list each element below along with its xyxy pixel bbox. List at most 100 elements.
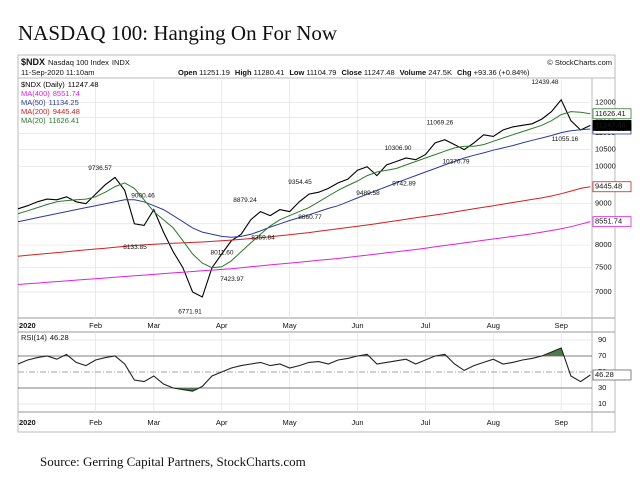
legend-name: MA(400) (21, 89, 50, 98)
price-annotation: 9489.58 (356, 190, 380, 197)
x-tick-label: 2020 (19, 321, 36, 330)
price-annotation: 9354.45 (288, 179, 312, 186)
stat-value: 11104.79 (306, 68, 336, 77)
price-annotation: 9000.46 (131, 192, 155, 199)
price-annotation: 11069.26 (427, 120, 454, 127)
legend-entry: $NDX (Daily) 11247.48 (21, 80, 99, 89)
price-annotation: 10306.90 (384, 145, 411, 152)
y-tick-label: 8000 (595, 240, 612, 249)
price-annotation: 6771.91 (178, 308, 202, 315)
x-tick-label: Sep (555, 321, 568, 330)
y-tick-label: 10000 (595, 162, 616, 171)
last-value-label: 46.28 (595, 370, 614, 379)
stat-value: 247.5K (428, 68, 452, 77)
stat-label: High (235, 68, 252, 77)
price-annotation: 8133.85 (123, 244, 147, 251)
x-tick-label: Apr (216, 321, 228, 330)
series-line (17, 221, 591, 285)
legend-entry: MA(400) 8551.74 (21, 89, 80, 98)
legend-value: 8551.74 (53, 89, 80, 98)
legend-entry: RSI(14) 46.28 (21, 333, 69, 342)
price-annotation: 8011.60 (210, 249, 233, 256)
x-tick-label: Feb (89, 418, 102, 427)
legend-name: MA(200) (21, 107, 50, 116)
price-annotation: 8879.24 (233, 197, 257, 204)
legend-name: MA(20) (21, 116, 46, 125)
y-tick-label: 9000 (595, 199, 612, 208)
y-tick-label: 70 (598, 351, 606, 360)
y-tick-label: 7000 (595, 287, 612, 296)
watermark: © StockCharts.com (547, 58, 612, 67)
legend-entry: MA(20) 11626.41 (21, 116, 79, 125)
legend-value: 46.28 (50, 333, 69, 342)
x-tick-label: Jul (421, 321, 431, 330)
y-tick-label: 90 (598, 335, 606, 344)
chart-frame (17, 54, 616, 433)
x-tick-label: Aug (487, 321, 500, 330)
stat-label: Open (178, 68, 198, 77)
y-tick-label: 12000 (595, 98, 616, 107)
price-annotation: 10370.79 (442, 159, 469, 166)
last-value-box (592, 216, 632, 228)
x-tick-label: Jun (351, 418, 363, 427)
series-line (17, 347, 591, 392)
legend-name: $NDX (Daily) (21, 80, 65, 89)
last-value-box (592, 181, 632, 193)
x-tick-label: Apr (216, 418, 228, 427)
legend-entry: MA(200) 9445.48 (21, 107, 80, 116)
last-value-label: 8551.74 (595, 217, 622, 226)
legend-value: 9445.48 (53, 107, 80, 116)
x-tick-label: Mar (147, 321, 160, 330)
x-tick-label: 2020 (19, 418, 36, 427)
x-tick-label: May (283, 418, 297, 427)
stat-value: 11247.48 (364, 68, 395, 77)
series-line (17, 98, 591, 298)
last-value-label: 11626.41 (595, 109, 626, 118)
stat-value: +93.36 (+0.84%) (474, 68, 530, 77)
y-tick-label: 7500 (595, 263, 612, 272)
stat-label: Close (341, 68, 361, 77)
price-annotation: 8860.77 (298, 214, 322, 221)
series-line (17, 186, 591, 257)
price-annotation: 12439.48 (531, 79, 558, 86)
legend-value: 11626.41 (49, 116, 80, 125)
series-line (17, 111, 591, 269)
legend-name: RSI(14) (21, 333, 47, 342)
legend-value: 11134.25 (49, 98, 79, 107)
x-tick-label: Jun (351, 321, 363, 330)
last-value-box (592, 369, 632, 381)
legend-value: 11247.48 (68, 80, 99, 89)
last-value-box (592, 108, 632, 120)
x-tick-label: Feb (89, 321, 102, 330)
price-annotation: 9736.57 (88, 165, 112, 172)
y-tick-label: 10500 (595, 145, 616, 154)
last-value-label: 11247.48 (595, 120, 626, 129)
price-annotation: 7423.97 (220, 276, 244, 283)
date: 11-Sep-2020 11:10am (21, 68, 95, 77)
x-tick-label: Mar (147, 418, 160, 427)
x-tick-label: May (283, 321, 297, 330)
x-tick-label: Sep (555, 418, 568, 427)
stat-label: Low (289, 68, 304, 77)
stat-label: Chg (457, 68, 472, 77)
symbol-header: $NDX Nasdaq 100 Index INDX (21, 57, 130, 67)
stat-value: 11251.19 (199, 68, 230, 77)
price-annotation: 8359.84 (251, 234, 275, 241)
chart-title: NASDAQ 100: Hanging On For Now (18, 21, 338, 45)
x-tick-label: Jul (421, 418, 431, 427)
y-tick-label: 10 (598, 399, 606, 408)
stats-line: Open 11251.19 High 11280.41 Low 11104.79 Close… (178, 68, 530, 77)
stat-value: 11280.41 (254, 68, 285, 77)
last-value-box (592, 120, 632, 131)
series-line (17, 128, 591, 238)
y-tick-label: 30 (598, 383, 606, 392)
legend-entry: MA(50) 11134.25 (21, 98, 79, 107)
stat-label: Volume (400, 68, 427, 77)
x-tick-label: Aug (487, 418, 500, 427)
source-note: Source: Gerring Capital Partners, StockC… (40, 454, 306, 469)
legend-name: MA(50) (21, 98, 46, 107)
price-annotation: 11055.16 (552, 136, 579, 143)
price-annotation: 9742.89 (392, 181, 416, 188)
last-value-label: 9445.48 (595, 182, 622, 191)
